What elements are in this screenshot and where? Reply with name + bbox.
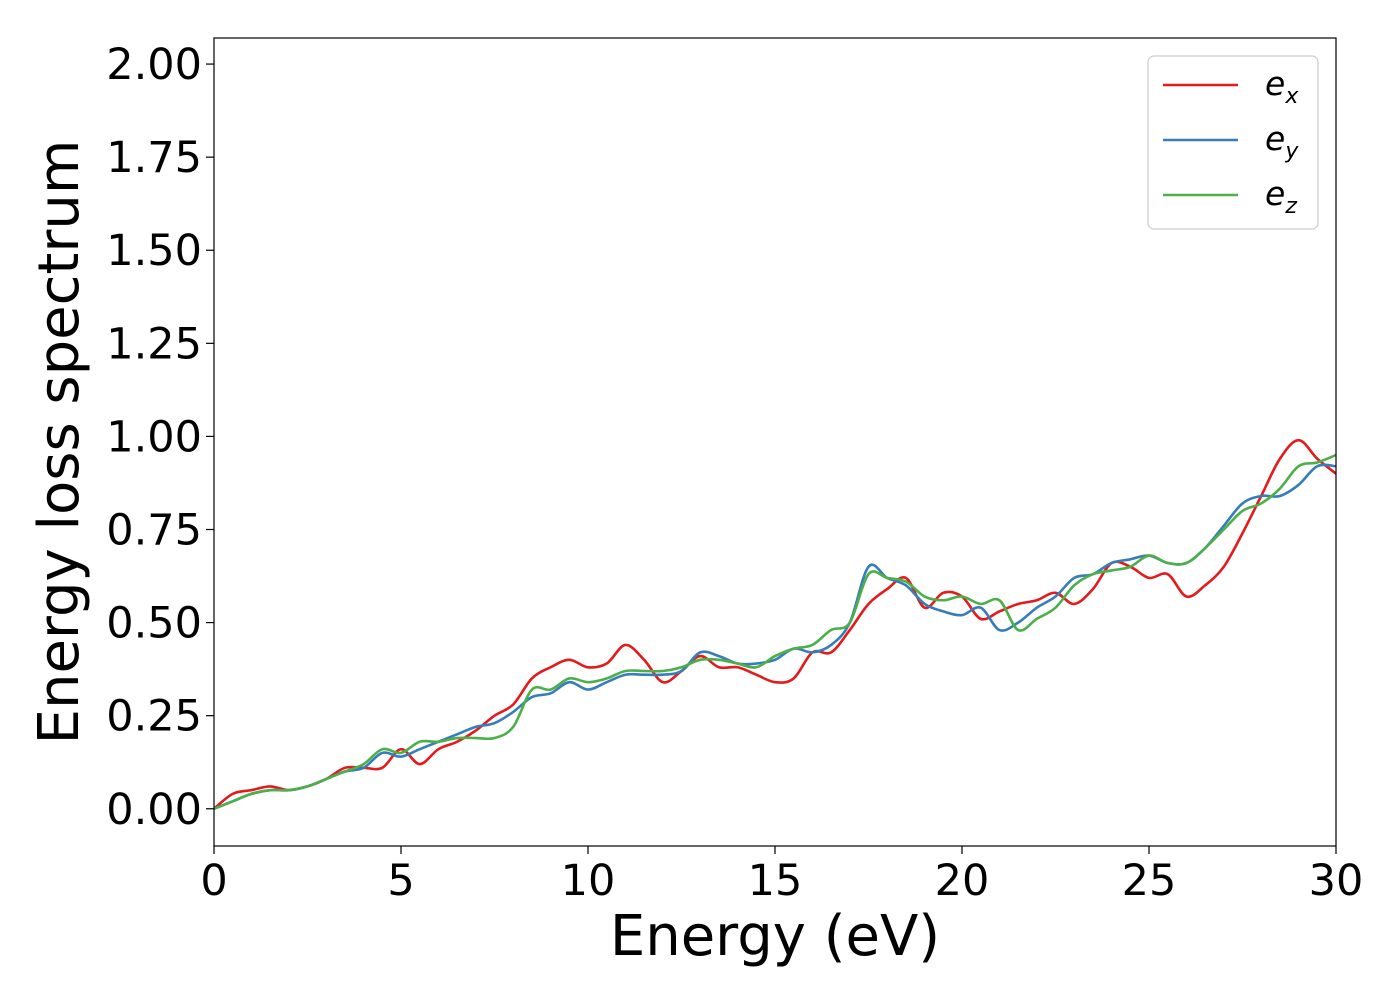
x-axis-title: Energy (eV): [610, 904, 940, 969]
y-axis-title: Energy loss spectrum: [27, 140, 92, 745]
legend-label-ez: ez: [1265, 174, 1297, 219]
x-tick-label: 5: [387, 856, 414, 906]
y-tick-label: 0.50: [106, 599, 202, 649]
legend-label-ey: ey: [1265, 119, 1299, 164]
y-tick-label: 1.25: [106, 319, 202, 369]
x-tick-label: 0: [200, 856, 227, 906]
series-line-ex: [214, 438, 1336, 811]
x-tick-label: 15: [748, 856, 803, 906]
y-tick-label: 0.25: [106, 692, 202, 742]
plot-lines: [214, 438, 1336, 811]
y-tick-label: 2.00: [106, 40, 202, 90]
y-tick-label: 1.00: [106, 412, 202, 462]
legend-box: [1147, 55, 1319, 230]
y-tick-label: 0.75: [106, 506, 202, 556]
x-axis-ticks: 0 5 10 15 20 25 30: [200, 846, 1363, 906]
x-tick-label: 10: [561, 856, 616, 906]
legend: ex ey ez: [1147, 55, 1319, 230]
y-axis-ticks: 0.00 0.25 0.50 0.75 1.00 1.25 1.50 1.75 2.00: [106, 40, 214, 835]
legend-label-ex: ex: [1265, 64, 1299, 109]
y-tick-label: 1.50: [106, 226, 202, 276]
series-line-ez: [214, 453, 1336, 811]
x-tick-label: 25: [1122, 856, 1177, 906]
y-tick-label: 0.00: [106, 785, 202, 835]
x-tick-label: 30: [1309, 856, 1364, 906]
x-tick-label: 20: [935, 856, 990, 906]
y-tick-label: 1.75: [106, 133, 202, 183]
